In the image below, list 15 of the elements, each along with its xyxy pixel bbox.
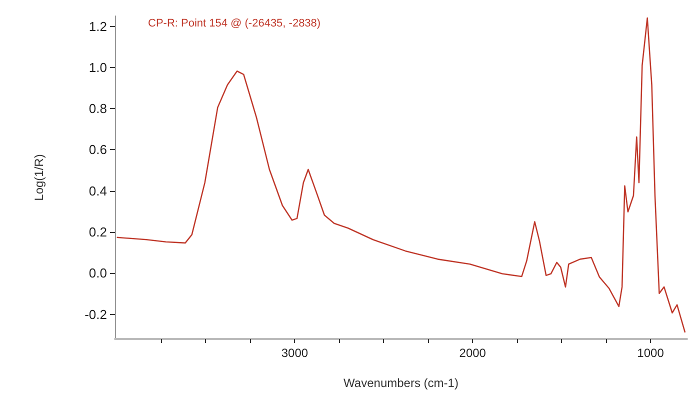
y-tick-label: 0.0 — [88, 266, 107, 281]
y-tick-label: 1.2 — [88, 18, 107, 34]
y-tick-label: 0.6 — [88, 142, 107, 158]
x-axis-title: Wavenumbers (cm-1) — [344, 376, 458, 390]
y-axis-title: Log(1/R) — [32, 154, 46, 201]
x-tick-label: 1000 — [637, 346, 664, 360]
y-tick-label: 0.4 — [88, 183, 107, 198]
annotation: CP-R: Point 154 @ (-26435, -2838) — [148, 18, 321, 30]
y-tick-label: 1.0 — [88, 60, 107, 75]
y-tick-label: 0.8 — [88, 101, 107, 116]
x-tick-label: 3000 — [281, 346, 308, 360]
y-tick-label: -0.2 — [84, 306, 107, 322]
x-tick-label: 2000 — [459, 346, 486, 360]
y-tick-label: 0.2 — [88, 224, 107, 240]
line-series — [116, 17, 686, 334]
